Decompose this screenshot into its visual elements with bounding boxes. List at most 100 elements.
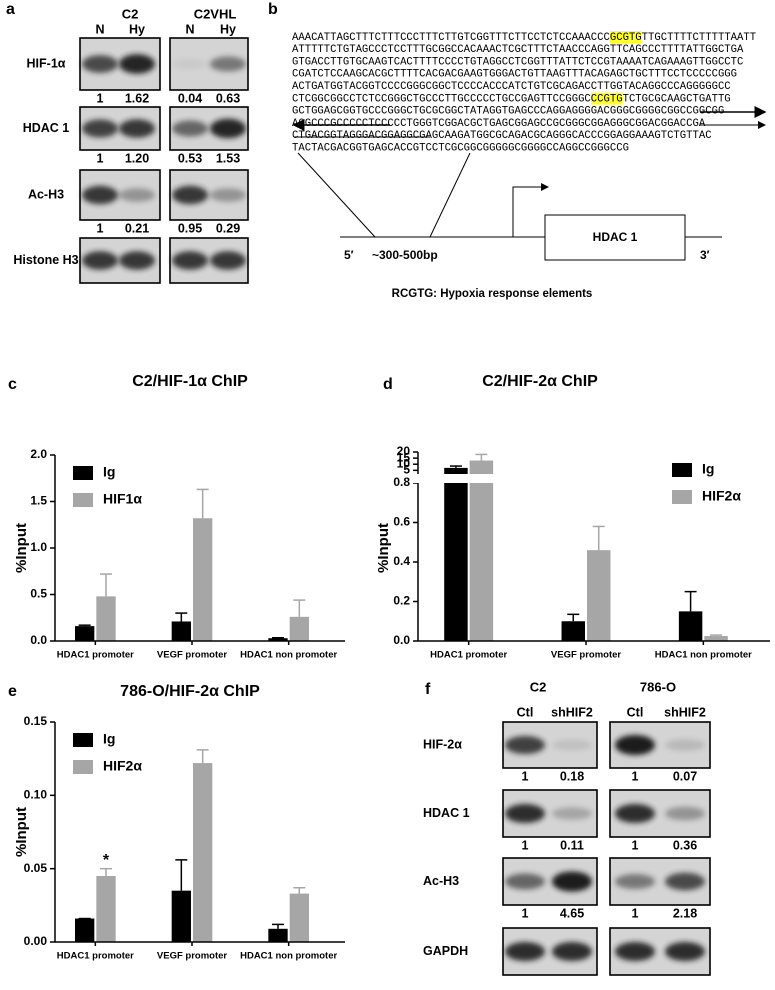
bar <box>96 876 116 942</box>
band-quant: 1 <box>97 151 104 165</box>
row-label: HDAC 1 <box>23 121 70 135</box>
panel-label: f <box>425 681 431 698</box>
legend-swatch <box>73 466 93 480</box>
blot-band <box>210 56 246 72</box>
blot-band <box>505 942 545 961</box>
group-label: C2VHL <box>194 6 237 21</box>
blot-band <box>172 251 208 270</box>
blot-band <box>505 736 545 754</box>
row-label: HDAC 1 <box>423 806 470 820</box>
sequence-line: CTCGGCGGCCTCTCCGGGCTGCCCTTGCCCCCTGCCGAGT… <box>292 93 591 105</box>
sequence-line: ATTTTTCTGTAGCCCTCCTTTGCGGCCACAAACTCGCTTT… <box>292 44 744 56</box>
y-axis-label: %Input <box>375 523 392 573</box>
panel-label: b <box>268 1 278 18</box>
band-quant: 1 <box>522 838 529 852</box>
x-tick-label: VEGF promoter <box>551 650 622 661</box>
bar <box>268 928 288 942</box>
group-label: 786-O <box>640 679 676 694</box>
band-quant: 1 <box>632 906 639 920</box>
y-tick-label: 0.10 <box>24 788 48 802</box>
zoom-line <box>429 152 471 238</box>
lane-label: Ctl <box>517 705 534 719</box>
row-label: Ac-H3 <box>28 187 64 201</box>
bar <box>75 626 95 641</box>
y-tick-label: 0.05 <box>24 861 48 875</box>
y-tick-label: 20 <box>397 444 411 458</box>
blot-band <box>552 739 592 751</box>
legend-label: HIF2α <box>103 758 142 774</box>
lane-label: N <box>185 22 194 36</box>
bar <box>561 621 585 641</box>
y-tick-label: 0.6 <box>393 515 410 529</box>
lane-label: shHIF2 <box>551 705 593 719</box>
blot-band <box>119 119 155 138</box>
bar <box>704 636 728 641</box>
band-quant: 0.21 <box>125 221 149 235</box>
band-quant: 1 <box>632 769 639 783</box>
sequence-line: ACTGATGGTACGGTCCCCGGGCGGCTCCCCACCCATCTGT… <box>292 81 731 93</box>
lane-label: Hy <box>129 22 145 36</box>
row-label: GAPDH <box>423 944 468 958</box>
blot-band <box>172 185 208 205</box>
y-tick-label: 0.0 <box>30 633 47 647</box>
legend-swatch <box>672 490 692 504</box>
y-tick-label: 1.0 <box>30 540 47 554</box>
blot-band <box>82 251 118 270</box>
x-tick-label: HDAC1 promoter <box>57 650 134 661</box>
gene-label: HDAC 1 <box>593 230 638 244</box>
blot-band <box>82 185 118 205</box>
row-label: Histone H3 <box>13 253 78 267</box>
bar <box>289 616 309 641</box>
significance: * <box>103 852 110 869</box>
tss-arrow <box>512 183 549 237</box>
blot-band <box>172 120 208 137</box>
band-quant: 0.04 <box>178 91 202 105</box>
legend-swatch <box>73 760 93 774</box>
bar <box>193 763 213 942</box>
band-quant: 1.62 <box>125 91 149 105</box>
y-axis-label: %Input <box>13 807 30 857</box>
band-quant: 0.95 <box>178 221 202 235</box>
y-tick-label: 0.15 <box>24 714 48 728</box>
chart-title: 786-O/HIF-2α ChIP <box>120 683 260 700</box>
lane-label: Ctl <box>627 705 644 719</box>
chart-title: C2/HIF-2α ChIP <box>482 373 598 390</box>
legend-swatch <box>73 733 93 747</box>
panel-label: a <box>6 1 15 18</box>
bar <box>96 596 116 641</box>
blot-band <box>615 874 655 889</box>
axis-break <box>412 474 770 483</box>
hre-highlight <box>609 31 642 43</box>
bar <box>678 611 703 641</box>
blot-band <box>615 942 655 961</box>
sequence-line: TACTACGACGGTGAGCACCGTCCTCGCGGCGGGGGCGGGG… <box>292 142 629 154</box>
y-tick-label: 0.5 <box>30 587 47 601</box>
bar <box>469 460 494 641</box>
band-quant: 0.11 <box>560 838 584 852</box>
blot-band <box>82 55 118 73</box>
sequence-line: AAACATTAGCTTTCTTTCCCTTTCTTGTCGGTTTCTTCCT… <box>292 32 610 44</box>
x-tick-label: VEGF promoter <box>157 650 228 661</box>
bar <box>193 518 213 641</box>
y-tick-label: 15 <box>397 450 411 464</box>
three-prime: 3′ <box>700 248 710 262</box>
blot-band <box>615 804 655 823</box>
legend-swatch <box>73 493 93 507</box>
hre-sequence: CCGTG <box>591 93 623 105</box>
bar <box>171 621 191 641</box>
chart-title: C2/HIF-1α ChIP <box>132 373 248 390</box>
band-quant: 0.18 <box>560 769 584 783</box>
y-tick-label: 2.0 <box>30 447 47 461</box>
blot-band <box>119 188 155 202</box>
blot-band <box>552 871 592 892</box>
blot-band <box>210 118 246 139</box>
blot-band <box>82 119 118 138</box>
caption: RCGTG: Hypoxia response elements <box>392 288 593 300</box>
row-label: HIF-1α <box>27 56 66 70</box>
band-quant: 0.29 <box>216 221 240 235</box>
band-quant: 4.65 <box>560 906 584 920</box>
y-tick-label: 5 <box>403 463 410 477</box>
blot-band <box>552 807 592 820</box>
blot-band <box>665 872 705 891</box>
